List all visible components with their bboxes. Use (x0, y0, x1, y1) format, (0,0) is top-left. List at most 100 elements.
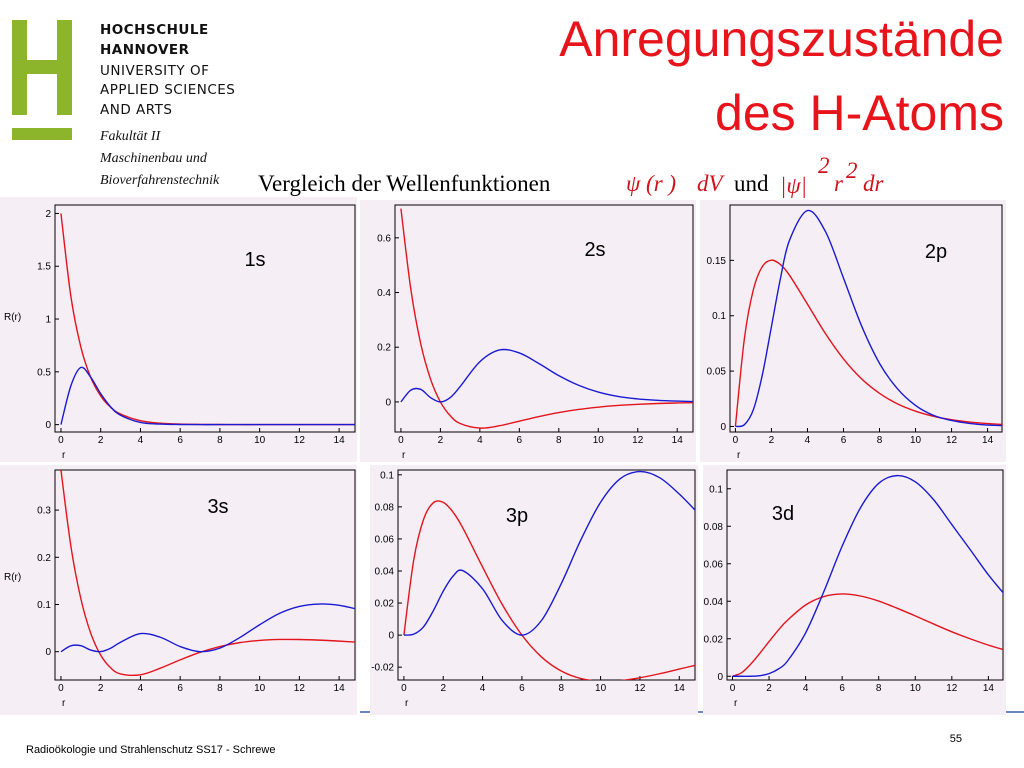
x-tick-label: 6 (839, 683, 845, 694)
x-tick-label: 10 (254, 683, 266, 694)
y-tick-label: 0 (45, 420, 51, 431)
chart: 0 2 4 6 8 10 12 14 -0.02 0 0.02 0.04 0.06 0.08 0.1 r 3p (370, 465, 698, 715)
x-axis-label: r (62, 450, 66, 461)
formula: dr (863, 171, 885, 196)
y-tick-label: 0.6 (377, 233, 391, 244)
y-tick-label: 0.1 (380, 470, 394, 481)
plot-frame (54, 204, 356, 433)
chart-title: 2s (584, 239, 605, 261)
y-tick-label: 0 (717, 672, 723, 683)
x-tick-label: 8 (558, 683, 564, 694)
curve (734, 259, 1002, 427)
y-tick-label: 0.02 (375, 599, 395, 610)
y-tick-label: 0 (385, 397, 391, 408)
faculty: Fakultät II (99, 129, 162, 144)
y-tick-label: 0.04 (375, 566, 395, 577)
y-tick-label: 0 (388, 631, 394, 642)
y-axis-label: R(r) (4, 312, 21, 323)
x-axis-label: r (405, 698, 409, 709)
y-tick-label: 0.5 (37, 367, 51, 378)
y-tick-label: 0.02 (704, 634, 724, 645)
y-tick-label: 0.1 (37, 600, 51, 611)
chart-panel (700, 200, 1006, 462)
y-tick-label: 0.3 (37, 506, 51, 517)
chart: 0 2 4 6 8 10 12 14 0 0.1 0.2 0.3 r R(r) 3s (0, 465, 357, 715)
x-tick-label: 14 (983, 683, 995, 694)
x-tick-label: 4 (805, 435, 811, 446)
plot-frame (54, 469, 356, 681)
subtitle: und (734, 171, 769, 196)
x-tick-label: 4 (138, 683, 144, 694)
formula: ψ (r ) (626, 171, 676, 196)
chart-panel (360, 200, 696, 462)
x-tick-label: 10 (910, 683, 922, 694)
chart-title: 2p (925, 241, 947, 263)
x-tick-label: 0 (58, 683, 64, 694)
institution: AND ARTS (100, 102, 172, 118)
formula: r (834, 171, 844, 196)
x-tick-label: 14 (672, 435, 684, 446)
y-tick-label: 0 (720, 422, 726, 433)
chart-title: 1s (244, 249, 265, 271)
formula: 2 (846, 158, 858, 183)
x-axis-label: r (737, 450, 741, 461)
chart: 0 2 4 6 8 10 12 14 0 0.02 0.04 0.06 0.08 0.1 r 3d (703, 465, 1006, 715)
x-tick-label: 2 (769, 435, 775, 446)
formula: dV (697, 171, 726, 196)
y-tick-label: 1 (45, 315, 51, 326)
x-tick-label: 4 (138, 435, 144, 446)
curve (400, 348, 693, 403)
x-tick-label: 12 (294, 435, 306, 446)
plot-frame (394, 204, 694, 433)
x-tick-label: 6 (517, 435, 523, 446)
plot-frame (729, 204, 1003, 433)
x-tick-label: 6 (841, 435, 847, 446)
x-tick-label: 12 (946, 435, 958, 446)
y-tick-label: 1.5 (37, 262, 51, 273)
footer-text: Radioökologie und Strahlenschutz SS17 - … (26, 744, 275, 756)
y-tick-label: 2 (45, 209, 51, 220)
chart-panel (0, 197, 357, 462)
chart: 0 2 4 6 8 10 12 14 0 0.5 1 1.5 2 r R(r) 1s (0, 197, 357, 462)
formula: |ψ| (780, 173, 807, 198)
x-axis-label: r (734, 698, 738, 709)
x-tick-label: 14 (334, 683, 346, 694)
x-tick-label: 12 (634, 683, 646, 694)
plot-frame (726, 469, 1004, 681)
y-tick-label: 0.06 (704, 559, 724, 570)
x-tick-label: 2 (98, 435, 104, 446)
y-tick-label: 0.2 (37, 553, 51, 564)
formula: 2 (818, 153, 830, 178)
x-tick-label: 2 (438, 435, 444, 446)
x-tick-label: 0 (398, 435, 404, 446)
y-tick-label: 0.4 (377, 288, 391, 299)
x-tick-label: 0 (733, 435, 739, 446)
x-tick-label: 6 (519, 683, 525, 694)
faculty: Bioverfahrenstechnik (100, 173, 220, 188)
institution: HOCHSCHULE (100, 22, 209, 38)
x-tick-label: 10 (910, 435, 922, 446)
x-tick-label: 8 (877, 435, 883, 446)
x-tick-label: 8 (876, 683, 882, 694)
faculty: Maschinenbau und (99, 151, 208, 166)
x-tick-label: 6 (177, 683, 183, 694)
y-tick-label: 0.06 (375, 534, 395, 545)
chart-title: 3d (772, 503, 794, 525)
x-axis-label: r (62, 698, 66, 709)
page-number: 55 (950, 733, 962, 745)
institution: HANNOVER (100, 42, 190, 58)
logo-underline (12, 128, 72, 140)
x-tick-label: 10 (254, 435, 266, 446)
x-tick-label: 2 (440, 683, 446, 694)
chart: 0 2 4 6 8 10 12 14 0 0.05 0.1 0.15 r 2p (700, 200, 1006, 462)
curve (60, 603, 355, 653)
y-tick-label: 0.08 (375, 502, 395, 513)
chart-title: 3s (207, 496, 228, 518)
title: des H-Atoms (715, 85, 1004, 141)
x-tick-label: 12 (294, 683, 306, 694)
logo-bar (12, 60, 72, 74)
y-tick-label: 0.04 (704, 597, 724, 608)
x-tick-label: 8 (556, 435, 562, 446)
curve (732, 593, 1003, 677)
x-tick-label: 10 (595, 683, 607, 694)
